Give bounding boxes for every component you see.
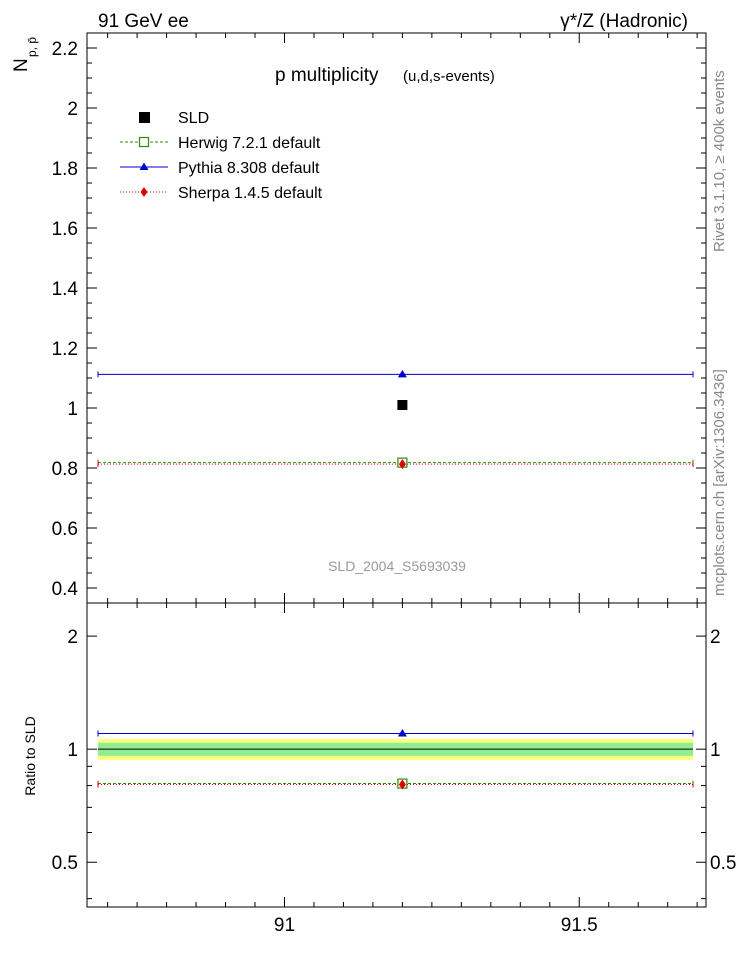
ratio-ticks: 0.5 0.5 1 1 2 2 91 91.5 [52,603,736,936]
main-y-tick-label: 1.8 [52,159,78,180]
main-y-tick-label: 0.8 [52,459,78,480]
legend-label-sld: SLD [178,110,209,127]
main-data-point-sld [397,400,408,410]
header-left: 91 GeV ee [98,11,189,32]
main-y-tick-label: 2.2 [52,39,78,60]
analysis-watermark: SLD_2004_S5693039 [328,558,466,574]
rivet-label: Rivet 3.1.10, ≥ 400k events [711,70,728,252]
mcplots-label: mcplots.cern.ch [arXiv:1306.3436] [711,369,728,596]
legend-label-pythia: Pythia 8.308 default [178,160,320,177]
legend-marker-sherpa [140,187,148,197]
legend-marker-pythia [139,162,149,170]
x-tick-label: 91.5 [561,915,598,936]
ratio-y-tick-label-left: 0.5 [52,853,78,874]
main-marker-pythia [397,369,407,378]
main-marks [97,369,694,470]
legend-label-sherpa: Sherpa 1.4.5 default [178,185,323,202]
plot-subtitle: (u,d,s-events) [403,68,495,85]
main-y-tick-label: 2 [67,99,78,120]
plot-title: p multiplicity [275,65,379,86]
ratio-marks [97,728,694,790]
legend: SLD Herwig 7.2.1 default Pythia 8.308 de… [120,110,323,202]
ratio-y-tick-label-right: 2 [710,627,721,648]
main-y-tick-label: 1.6 [52,219,78,240]
ratio-y-tick-label-right: 1 [710,740,721,761]
ratio-y-tick-label-left: 1 [67,740,78,761]
main-ylabel: N p, p̄ [11,37,39,72]
ratio-y-tick-label-left: 2 [67,627,78,648]
ratio-ylabel: Ratio to SLD [22,716,38,795]
legend-marker-sld [139,112,150,123]
main-y-tick-label: 1.2 [52,339,78,360]
legend-label-herwig: Herwig 7.2.1 default [178,135,321,152]
legend-marker-herwig [138,136,150,148]
main-marker-sherpa [398,459,406,470]
main-panel: 0.4 0.6 0.8 1 1.2 1.4 1.6 1.8 2 2.2 p multiplicit… [52,32,707,604]
ratio-panel: 0.5 0.5 1 1 2 2 91 91.5 [52,602,736,936]
ratio-marker-pythia [397,728,407,737]
main-y-tick-label: 1.4 [52,279,79,300]
main-y-tick-label: 0.6 [52,519,78,540]
main-ticks: 0.4 0.6 0.8 1 1.2 1.4 1.6 1.8 2 2.2 [52,32,706,604]
ratio-frame [86,602,707,908]
ratio-y-tick-label-right: 0.5 [710,853,736,874]
main-ylabel-main: N [11,58,32,72]
main-ylabel-sub: p, p̄ [25,37,39,57]
main-y-tick-label: 0.4 [52,579,79,600]
main-y-tick-label: 1 [67,399,78,420]
header-right: γ*/Z (Hadronic) [560,11,688,32]
ratio-marker-sherpa [398,779,406,790]
x-tick-label: 91 [274,915,295,936]
